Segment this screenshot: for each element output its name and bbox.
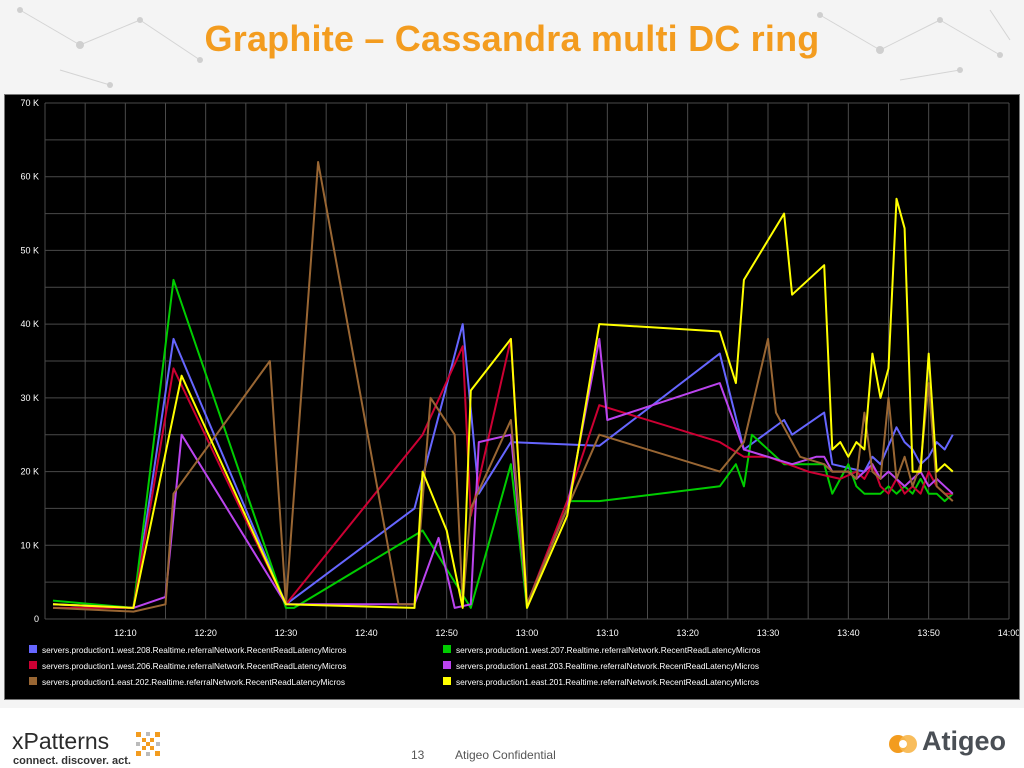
network-background-decoration: [17, 7, 1011, 88]
y-tick-label: 40 K: [20, 319, 39, 329]
xpatterns-logo: xPatterns connect. discover. act.: [12, 728, 172, 768]
legend-swatch: [29, 661, 37, 669]
x-tick-label: 12:50: [435, 628, 458, 638]
x-tick-label: 13:30: [757, 628, 780, 638]
y-tick-label: 50 K: [20, 245, 39, 255]
y-tick-label: 60 K: [20, 172, 39, 182]
y-tick-label: 10 K: [20, 540, 39, 550]
y-tick-label: 0: [34, 614, 39, 624]
confidential-notice: Atigeo Confidential: [455, 748, 556, 762]
x-tick-label: 12:40: [355, 628, 378, 638]
grid: [44, 102, 1010, 620]
page-number: 13: [411, 748, 425, 762]
brand-left-name: xPatterns: [12, 728, 110, 754]
series-line-6: [52, 197, 954, 609]
xpatterns-mark-icon: [136, 732, 160, 756]
x-tick-label: 12:20: [194, 628, 217, 638]
x-tick-label: 13:40: [837, 628, 860, 638]
series-line-4: [52, 337, 954, 609]
brand-right-name: Atigeo: [922, 726, 1006, 756]
atigeo-logo: Atigeo: [888, 726, 1013, 762]
legend-swatch: [443, 677, 451, 685]
y-tick-label: 70 K: [20, 98, 39, 108]
x-tick-label: 13:20: [676, 628, 699, 638]
slide-footer: xPatterns connect. discover. act. 13 Ati…: [0, 708, 1024, 768]
legend-swatch: [29, 677, 37, 685]
x-tick-label: 14:00: [998, 628, 1019, 638]
chart-canvas: 0 10 K 20 K 30 K 40 K 50 K 60 K 70 K 12:10 12:20 1…: [20, 98, 1019, 687]
slide-title: Graphite – Cassandra multi DC ring: [204, 18, 820, 59]
legend-label: servers.production1.east.201.Realtime.re…: [456, 677, 759, 687]
brand-left-tagline: connect. discover. act.: [13, 755, 131, 767]
x-tick-label: 12:30: [275, 628, 298, 638]
legend-label: servers.production1.east.203.Realtime.re…: [456, 661, 759, 671]
legend-swatch: [29, 645, 37, 653]
graphite-chart: 0 10 K 20 K 30 K 40 K 50 K 60 K 70 K 12:10 12:20 1…: [4, 94, 1020, 700]
legend-swatch: [443, 645, 451, 653]
x-tick-label: 13:50: [917, 628, 940, 638]
y-tick-label: 20 K: [20, 467, 39, 477]
legend-label: servers.production1.west.206.Realtime.re…: [42, 661, 346, 671]
legend-label: servers.production1.west.207.Realtime.re…: [456, 645, 760, 655]
y-tick-label: 30 K: [20, 393, 39, 403]
x-tick-label: 13:00: [516, 628, 539, 638]
series-line-1: [52, 323, 954, 609]
x-tick-label: 12:10: [114, 628, 137, 638]
series-line-3: [53, 337, 953, 609]
x-tick-label: 13:10: [596, 628, 619, 638]
legend-label: servers.production1.east.202.Realtime.re…: [42, 677, 345, 687]
series-line-5: [52, 161, 954, 613]
legend-label: servers.production1.west.208.Realtime.re…: [42, 645, 346, 655]
atigeo-mark-icon: [889, 735, 917, 753]
legend-swatch: [443, 661, 451, 669]
